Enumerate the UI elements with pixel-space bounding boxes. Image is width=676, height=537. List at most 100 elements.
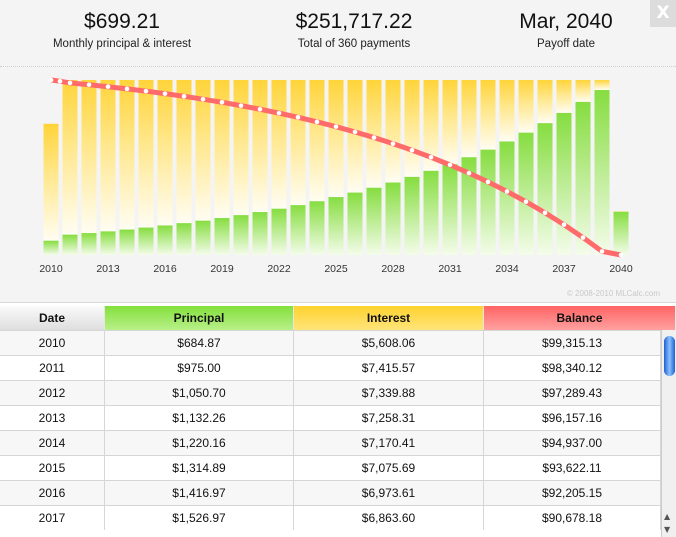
principal-bar-2032 xyxy=(461,157,477,255)
cell-balance: $98,340.12 xyxy=(484,356,661,380)
balance-point-2010 xyxy=(57,78,63,84)
interest-bar-2017 xyxy=(176,79,192,224)
principal-bar-2022 xyxy=(271,208,287,255)
interest-bar-2039 xyxy=(594,80,610,91)
cell-principal: $684.87 xyxy=(105,331,294,355)
balance-point-2013 xyxy=(105,84,111,90)
balance-point-2020 xyxy=(238,103,244,108)
interest-bar-2018 xyxy=(195,80,211,221)
interest-bar-2023 xyxy=(290,80,306,206)
monthly-payment-label: Monthly principal & interest xyxy=(52,38,192,50)
cell-interest: $7,339.88 xyxy=(294,381,484,405)
balance-point-2034 xyxy=(504,189,510,194)
payoff-date-value: Mar, 2040 xyxy=(519,10,613,33)
balance-point-2040 xyxy=(618,252,624,258)
interest-bar-2027 xyxy=(366,80,382,188)
interest-bar-2040 xyxy=(613,211,629,212)
principal-bar-2013 xyxy=(100,231,116,255)
balance-point-start xyxy=(48,77,54,83)
table-header: Date Principal Interest Balance xyxy=(0,306,676,330)
cell-interest: $5,608.06 xyxy=(294,331,484,355)
balance-point-2027 xyxy=(371,135,377,140)
x-tick-label: 2010 xyxy=(39,263,63,275)
balance-point-2014 xyxy=(124,86,130,92)
principal-bar-2012 xyxy=(81,233,97,255)
interest-bar-2026 xyxy=(347,80,363,193)
interest-bar-2011 xyxy=(62,79,78,235)
balance-point-2033 xyxy=(485,179,491,185)
cell-balance: $96,157.16 xyxy=(484,406,661,430)
total-payments-summary: $251,717.22 Total of 360 payments xyxy=(254,10,454,50)
balance-point-2032 xyxy=(466,170,472,176)
cell-balance: $90,678.18 xyxy=(484,506,661,530)
header-principal[interactable]: Principal xyxy=(105,306,294,330)
interest-bar-2037 xyxy=(556,80,572,113)
principal-bar-2020 xyxy=(233,215,249,255)
balance-point-2015 xyxy=(143,88,149,94)
balance-point-2031 xyxy=(447,162,453,168)
interest-bar-2024 xyxy=(309,80,325,202)
principal-bar-2016 xyxy=(157,225,173,255)
balance-point-2022 xyxy=(276,110,282,116)
interest-bar-2035 xyxy=(518,80,534,133)
principal-bar-2038 xyxy=(575,101,591,255)
header-date[interactable]: Date xyxy=(0,306,105,330)
table-scrollbar[interactable]: ▲ ▼ xyxy=(661,330,676,537)
principal-bar-2037 xyxy=(556,112,572,255)
balance-point-2025 xyxy=(333,124,339,129)
x-tick-label: 2019 xyxy=(210,263,234,275)
balance-point-2039 xyxy=(599,249,605,254)
principal-bar-2026 xyxy=(347,192,363,255)
cell-date: 2014 xyxy=(0,431,105,455)
principal-bar-2024 xyxy=(309,201,325,255)
cell-interest: $6,973.61 xyxy=(294,481,484,505)
cell-interest: $7,258.31 xyxy=(294,406,484,430)
balance-point-2030 xyxy=(428,154,434,160)
cell-balance: $92,205.15 xyxy=(484,481,661,505)
principal-bar-2015 xyxy=(138,227,154,255)
header-interest[interactable]: Interest xyxy=(294,306,484,330)
interest-bar-2016 xyxy=(157,79,173,226)
x-tick-label: 2031 xyxy=(438,263,462,275)
principal-bar-2035 xyxy=(518,132,534,255)
interest-bar-2033 xyxy=(480,80,496,150)
x-tick-label: 2013 xyxy=(96,263,120,275)
cell-balance: $97,289.43 xyxy=(484,381,661,405)
balance-point-2026 xyxy=(352,129,358,135)
principal-bar-2040 xyxy=(613,211,629,255)
balance-point-2019 xyxy=(219,99,225,105)
interest-bar-2022 xyxy=(271,80,287,209)
interest-bar-2019 xyxy=(214,80,230,219)
x-tick-label: 2037 xyxy=(552,263,576,275)
cell-principal: $975.00 xyxy=(105,356,294,380)
payoff-date-label: Payoff date xyxy=(537,38,595,50)
principal-bar-2010 xyxy=(43,240,59,255)
principal-bar-2019 xyxy=(214,218,230,255)
interest-bar-2029 xyxy=(404,80,420,177)
principal-bar-2031 xyxy=(442,164,458,255)
balance-line xyxy=(50,77,622,258)
header-balance[interactable]: Balance xyxy=(484,306,676,330)
close-button[interactable]: X xyxy=(650,0,676,27)
scrollbar-thumb[interactable] xyxy=(664,336,675,376)
scroll-down-arrow-icon[interactable]: ▼ xyxy=(664,525,671,534)
principal-bar-2028 xyxy=(385,182,401,255)
balance-point-2024 xyxy=(314,119,320,125)
interest-bar-2028 xyxy=(385,80,401,183)
total-payments-value: $251,717.22 xyxy=(295,10,413,33)
cell-date: 2012 xyxy=(0,381,105,405)
principal-bar-2021 xyxy=(252,212,268,255)
balance-point-2012 xyxy=(86,82,92,88)
table-row: 2013 $1,132.26 $7,258.31 $96,157.16 xyxy=(0,405,676,430)
principal-bar-2029 xyxy=(404,176,420,255)
monthly-payment-value: $699.21 xyxy=(84,10,160,33)
scroll-up-arrow-icon[interactable]: ▲ xyxy=(664,512,671,521)
balance-point-2011 xyxy=(67,80,73,86)
balance-point-2038 xyxy=(580,235,586,240)
cell-principal: $1,314.89 xyxy=(105,456,294,480)
balance-point-2016 xyxy=(162,91,168,96)
x-tick-label: 2034 xyxy=(495,263,519,275)
table-row: 2014 $1,220.16 $7,170.41 $94,937.00 xyxy=(0,430,676,455)
cell-interest: $7,170.41 xyxy=(294,431,484,455)
x-tick-label: 2022 xyxy=(267,263,291,275)
